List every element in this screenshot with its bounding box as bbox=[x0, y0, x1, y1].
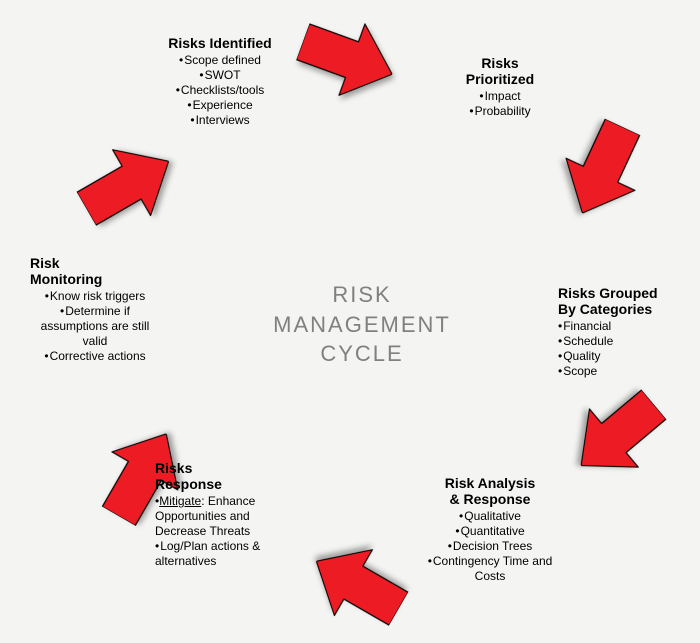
stage-title: Risk Analysis& Response bbox=[415, 475, 565, 507]
stage-2: RisksPrioritizedImpactProbability bbox=[435, 55, 565, 119]
stage-item: Determine if assumptions are still valid bbox=[30, 304, 160, 349]
stage-item: Probability bbox=[435, 104, 565, 119]
stage-item: Qualitative bbox=[415, 509, 565, 524]
stage-items: QualitativeQuantitativeDecision TreesCon… bbox=[415, 509, 565, 584]
stage-item: Scope defined bbox=[145, 53, 295, 68]
stage-5: RisksResponse•Mitigate: Enhance Opportun… bbox=[155, 460, 285, 569]
cycle-arrow-2 bbox=[546, 110, 659, 230]
stage-6: RiskMonitoringKnow risk triggersDetermin… bbox=[30, 255, 160, 364]
stage-items: •Mitigate: Enhance Opportunities and Dec… bbox=[155, 494, 285, 569]
stage-item: Quantitative bbox=[415, 524, 565, 539]
stage-items: ImpactProbability bbox=[435, 89, 565, 119]
stage-3: Risks GroupedBy CategoriesFinancialSched… bbox=[558, 285, 698, 379]
stage-item: Impact bbox=[435, 89, 565, 104]
stage-item: Schedule bbox=[558, 334, 698, 349]
stage-item: SWOT bbox=[145, 68, 295, 83]
stage-item: •Mitigate: Enhance Opportunities and Dec… bbox=[155, 494, 285, 539]
center-title: RISKMANAGEMENTCYCLE bbox=[262, 280, 462, 369]
stage-items: Scope definedSWOTChecklists/toolsExperie… bbox=[145, 53, 295, 128]
stage-item: Checklists/tools bbox=[145, 83, 295, 98]
stage-item: Contingency Time and Costs bbox=[415, 554, 565, 584]
stage-title: RisksPrioritized bbox=[435, 55, 565, 87]
stage-item: Scope bbox=[558, 364, 698, 379]
stage-title: RiskMonitoring bbox=[30, 255, 160, 287]
cycle-arrow-3 bbox=[555, 374, 679, 496]
stage-item: Experience bbox=[145, 98, 295, 113]
stage-items: FinancialScheduleQualityScope bbox=[558, 319, 698, 379]
stage-item: Corrective actions bbox=[30, 349, 160, 364]
stage-title: Risks GroupedBy Categories bbox=[558, 285, 698, 317]
stage-item: Quality bbox=[558, 349, 698, 364]
cycle-arrow-6 bbox=[66, 127, 188, 244]
stage-title: Risks Identified bbox=[145, 35, 295, 51]
cycle-arrow-1 bbox=[289, 4, 406, 112]
center-title-line: RISK bbox=[262, 280, 462, 310]
cycle-arrow-4 bbox=[296, 527, 418, 643]
stage-item: Log/Plan actions & alternatives bbox=[155, 539, 285, 569]
stage-1: Risks Identified Scope definedSWOTCheckli… bbox=[145, 35, 295, 128]
center-title-line: CYCLE bbox=[262, 339, 462, 369]
stage-4: Risk Analysis& ResponseQualitativeQuanti… bbox=[415, 475, 565, 584]
stage-items: Know risk triggersDetermine if assumptio… bbox=[30, 289, 160, 364]
stage-title: RisksResponse bbox=[155, 460, 285, 492]
stage-item: Interviews bbox=[145, 113, 295, 128]
center-title-line: MANAGEMENT bbox=[262, 310, 462, 340]
stage-item: Know risk triggers bbox=[30, 289, 160, 304]
stage-item: Decision Trees bbox=[415, 539, 565, 554]
stage-item: Financial bbox=[558, 319, 698, 334]
